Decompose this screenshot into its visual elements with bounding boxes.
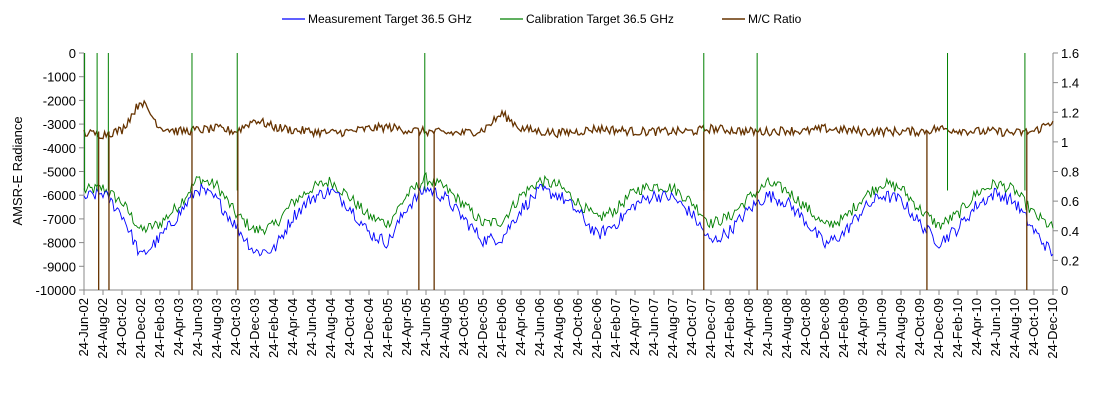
x-tick-label: 24-Aug-05 xyxy=(437,298,452,359)
y2-tick-label: 0.8 xyxy=(1061,165,1079,180)
series-line-2 xyxy=(83,99,1054,140)
x-tick-label: 24-Apr-09 xyxy=(855,298,870,356)
legend: Measurement Target 36.5 GHz Calibration … xyxy=(282,12,802,26)
y2-tick-label: 0.2 xyxy=(1061,253,1079,268)
y2-tick-label: 1.2 xyxy=(1061,105,1079,120)
x-tick-label: 24-Aug-02 xyxy=(95,298,110,359)
x-tick-label: 24-Feb-04 xyxy=(266,298,281,358)
x-tick-label: 24-Oct-05 xyxy=(456,298,471,356)
x-tick-label: 24-Feb-06 xyxy=(494,298,509,358)
series-line-0 xyxy=(83,183,1054,257)
x-tick-label: 24-Dec-04 xyxy=(361,298,376,359)
x-tick-label: 24-Jun-04 xyxy=(304,298,319,357)
x-tick-label: 24-Oct-09 xyxy=(912,298,927,356)
y-tick-label: -5000 xyxy=(43,165,76,180)
x-tick-label: 24-Jun-05 xyxy=(418,298,433,357)
x-tick-label: 24-Jun-03 xyxy=(190,298,205,357)
x-tick-label: 24-Dec-09 xyxy=(931,298,946,359)
x-tick-label: 24-Jun-08 xyxy=(760,298,775,357)
x-tick-label: 24-Feb-05 xyxy=(380,298,395,358)
y-tick-label: -3000 xyxy=(43,117,76,132)
x-tick-label: 24-Oct-08 xyxy=(798,298,813,356)
y-axis-title: AMSR-E Radiance xyxy=(10,116,25,225)
x-tick-label: 24-Dec-05 xyxy=(475,298,490,359)
x-tick-label: 24-Aug-07 xyxy=(665,298,680,359)
y-tick-label: -9000 xyxy=(43,259,76,274)
series-line-1 xyxy=(83,171,1054,236)
x-tick-label: 24-Aug-10 xyxy=(1007,298,1022,359)
x-tick-label: 24-Apr-08 xyxy=(741,298,756,356)
legend-label-measurement: Measurement Target 36.5 GHz xyxy=(308,12,472,26)
y-axis-left: 0 -1000 -2000 -3000 -4000 -5000 -6000 -7000 -800… xyxy=(36,46,84,298)
x-tick-label: 24-Feb-10 xyxy=(950,298,965,358)
x-tick-label: 24-Oct-06 xyxy=(570,298,585,356)
y-tick-label: -10000 xyxy=(36,283,76,298)
x-tick-label: 24-Aug-09 xyxy=(893,298,908,359)
y-tick-label: -2000 xyxy=(43,93,76,108)
axes xyxy=(83,53,1054,291)
y-tick-label: -1000 xyxy=(43,70,76,85)
x-tick-label: 24-Oct-04 xyxy=(342,298,357,356)
x-tick-label: 24-Jun-09 xyxy=(874,298,889,357)
x-tick-label: 24-Oct-02 xyxy=(114,298,129,356)
legend-label-ratio: M/C Ratio xyxy=(748,12,802,26)
x-tick-label: 24-Dec-03 xyxy=(247,298,262,359)
x-tick-label: 24-Apr-04 xyxy=(285,298,300,356)
y-axis-right: 1.6 1.4 1.2 1 0.8 0.6 0.4 0.2 0 xyxy=(1053,46,1079,298)
x-tick-label: 24-Oct-10 xyxy=(1026,298,1041,356)
x-tick-label: 24-Dec-07 xyxy=(703,298,718,359)
y-tick-label: -6000 xyxy=(43,188,76,203)
y-tick-label: -4000 xyxy=(43,141,76,156)
y-tick-label: 0 xyxy=(69,46,76,61)
y2-tick-label: 1.4 xyxy=(1061,76,1079,91)
x-tick-label: 24-Jun-07 xyxy=(646,298,661,357)
x-tick-label: 24-Jun-10 xyxy=(988,298,1003,357)
x-tick-label: 24-Feb-03 xyxy=(152,298,167,358)
x-tick-label: 24-Dec-06 xyxy=(589,298,604,359)
x-tick-label: 24-Aug-03 xyxy=(209,298,224,359)
y2-tick-label: 0.4 xyxy=(1061,224,1079,239)
plot-area xyxy=(83,53,1054,290)
x-tick-label: 24-Oct-07 xyxy=(684,298,699,356)
x-tick-label: 24-Aug-04 xyxy=(323,298,338,359)
x-tick-label: 24-Apr-03 xyxy=(171,298,186,356)
x-tick-label: 24-Feb-07 xyxy=(608,298,623,358)
x-tick-label: 24-Oct-03 xyxy=(228,298,243,356)
x-axis: 24-Jun-02 24-Aug-02 24-Oct-02 24-Dec-02 24-F… xyxy=(76,290,1060,359)
x-tick-label: 24-Feb-09 xyxy=(836,298,851,358)
x-tick-label: 24-Dec-02 xyxy=(133,298,148,359)
x-tick-label: 24-Aug-06 xyxy=(551,298,566,359)
y-tick-label: -7000 xyxy=(43,212,76,227)
x-tick-label: 24-Dec-10 xyxy=(1045,298,1060,359)
x-tick-label: 24-Jun-06 xyxy=(532,298,547,357)
y2-tick-label: 0 xyxy=(1061,283,1068,298)
y2-tick-label: 0.6 xyxy=(1061,194,1079,209)
x-tick-label: 24-Apr-10 xyxy=(969,298,984,356)
x-tick-label: 24-Apr-05 xyxy=(399,298,414,356)
x-tick-label: 24-Feb-08 xyxy=(722,298,737,358)
x-tick-label: 24-Jun-02 xyxy=(76,298,91,357)
x-tick-label: 24-Dec-08 xyxy=(817,298,832,359)
legend-label-calibration: Calibration Target 36.5 GHz xyxy=(526,12,674,26)
y2-tick-label: 1.6 xyxy=(1061,46,1079,61)
x-tick-label: 24-Apr-06 xyxy=(513,298,528,356)
y-tick-label: -8000 xyxy=(43,236,76,251)
y2-tick-label: 1 xyxy=(1061,135,1068,150)
x-tick-label: 24-Aug-08 xyxy=(779,298,794,359)
x-tick-label: 24-Apr-07 xyxy=(627,298,642,356)
